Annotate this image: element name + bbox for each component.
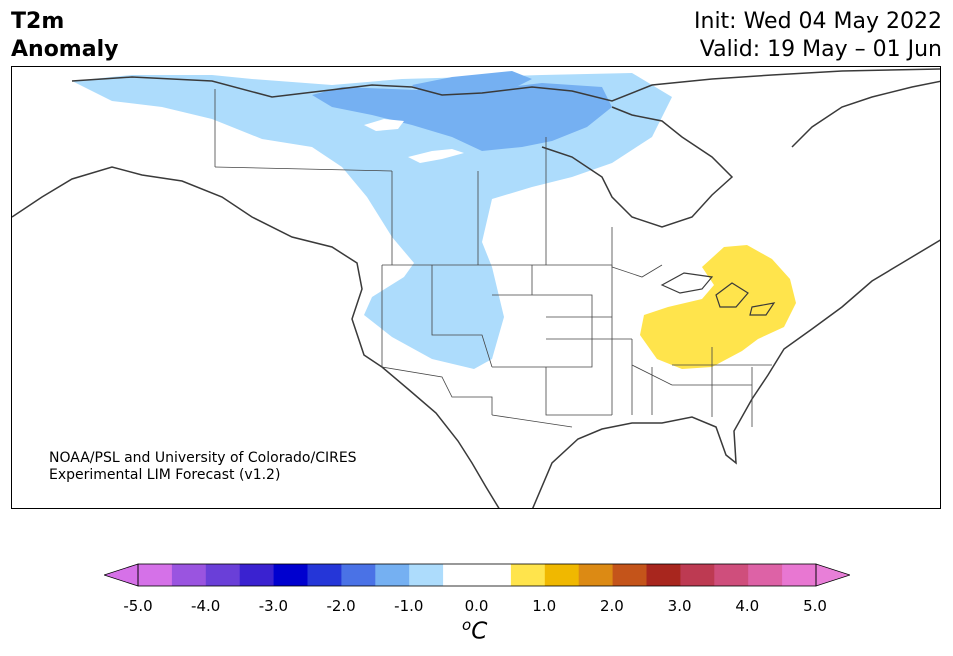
map-canvas [12,68,940,508]
title-line-2: Anomaly [11,37,119,62]
colorbar-bin [477,564,512,586]
colorbar-bin [748,564,783,586]
west-coastline [12,166,500,508]
map-title: T2m Anomaly [11,8,118,64]
great-slave-lake [408,149,464,163]
gulf-and-east-coastline [532,239,940,508]
colorbar-bin [544,564,580,586]
colorbar-bin [341,564,376,586]
colorbar-bins [138,564,817,586]
colorbar-bin [578,564,614,586]
colorbar-tick-label: -2.0 [326,597,356,615]
colorbar-outline [137,563,817,587]
great-bear-lake [364,119,404,131]
colorbar-bin [307,564,342,586]
colorbar-tick-label: -4.0 [191,597,221,615]
forecast-dates: Init: Wed 04 May 2022 Valid: 19 May – 01… [694,8,942,64]
colorbar-max-extension [815,563,850,587]
colorbar-bin [510,564,546,586]
colorbar-bin [714,564,749,586]
arctic-cool-region [412,71,532,93]
colorbar-bin [782,564,817,586]
northern-canada-stronger-cool-region [312,83,612,151]
colorbar-tick-labels: -5.0 -4.0 -3.0 -2.0 -1.0 0.0 1.0 2.0 3.0 4.0 5.0 [0,597,953,617]
colorbar-bin [409,564,444,586]
colorbar-bin [171,564,207,586]
credit-line-2: Experimental LIM Forecast (v1.2) [49,467,281,483]
unit-letter: C [471,618,488,645]
colorbar-tick-label: 4.0 [735,597,760,615]
valid-period: Valid: 19 May – 01 Jun [699,37,942,62]
title-line-1: T2m [11,9,65,34]
colorbar-bin [443,564,478,586]
credit-line-1: NOAA/PSL and University of Colorado/CIRE… [49,450,357,466]
colorbar-tick-label: 1.0 [532,597,557,615]
colorbar-unit: oC [462,616,487,645]
colorbar-bin [680,564,715,586]
unit-degree-sign: o [462,616,472,634]
colorbar-tick-label: 2.0 [599,597,624,615]
colorbar-tick-label: 3.0 [667,597,692,615]
colorbar-bin [646,564,681,586]
state-and-province-lines [214,89,772,428]
colorbar-tick-label: 0.0 [464,597,489,615]
greenland-coastline [791,80,940,148]
anomaly-map: NOAA/PSL and University of Colorado/CIRE… [11,66,941,509]
colorbar-bin [612,564,647,586]
colorbar-bin [273,564,308,586]
colorbar-tick-label: -3.0 [258,597,289,615]
colorbar-bin [375,564,410,586]
colorbar-tick-label: 5.0 [803,597,827,615]
colorbar-tick-label: -5.0 [123,597,153,615]
hudson-bay-coastline [541,106,734,228]
colorbar-bin [138,564,173,586]
credit-text: NOAA/PSL and University of Colorado/CIRE… [49,450,357,484]
colorbar-min-extension [104,563,139,587]
arctic-coastline [71,68,940,102]
colorbar-tick-label: -1.0 [394,597,424,615]
great-lakes-ohio-valley-warm-region [640,245,796,369]
init-date: Init: Wed 04 May 2022 [694,9,942,34]
great-lakes [660,272,776,316]
colorbar [104,563,850,587]
colorbar-bin [205,564,241,586]
colorbar-bin [239,564,275,586]
